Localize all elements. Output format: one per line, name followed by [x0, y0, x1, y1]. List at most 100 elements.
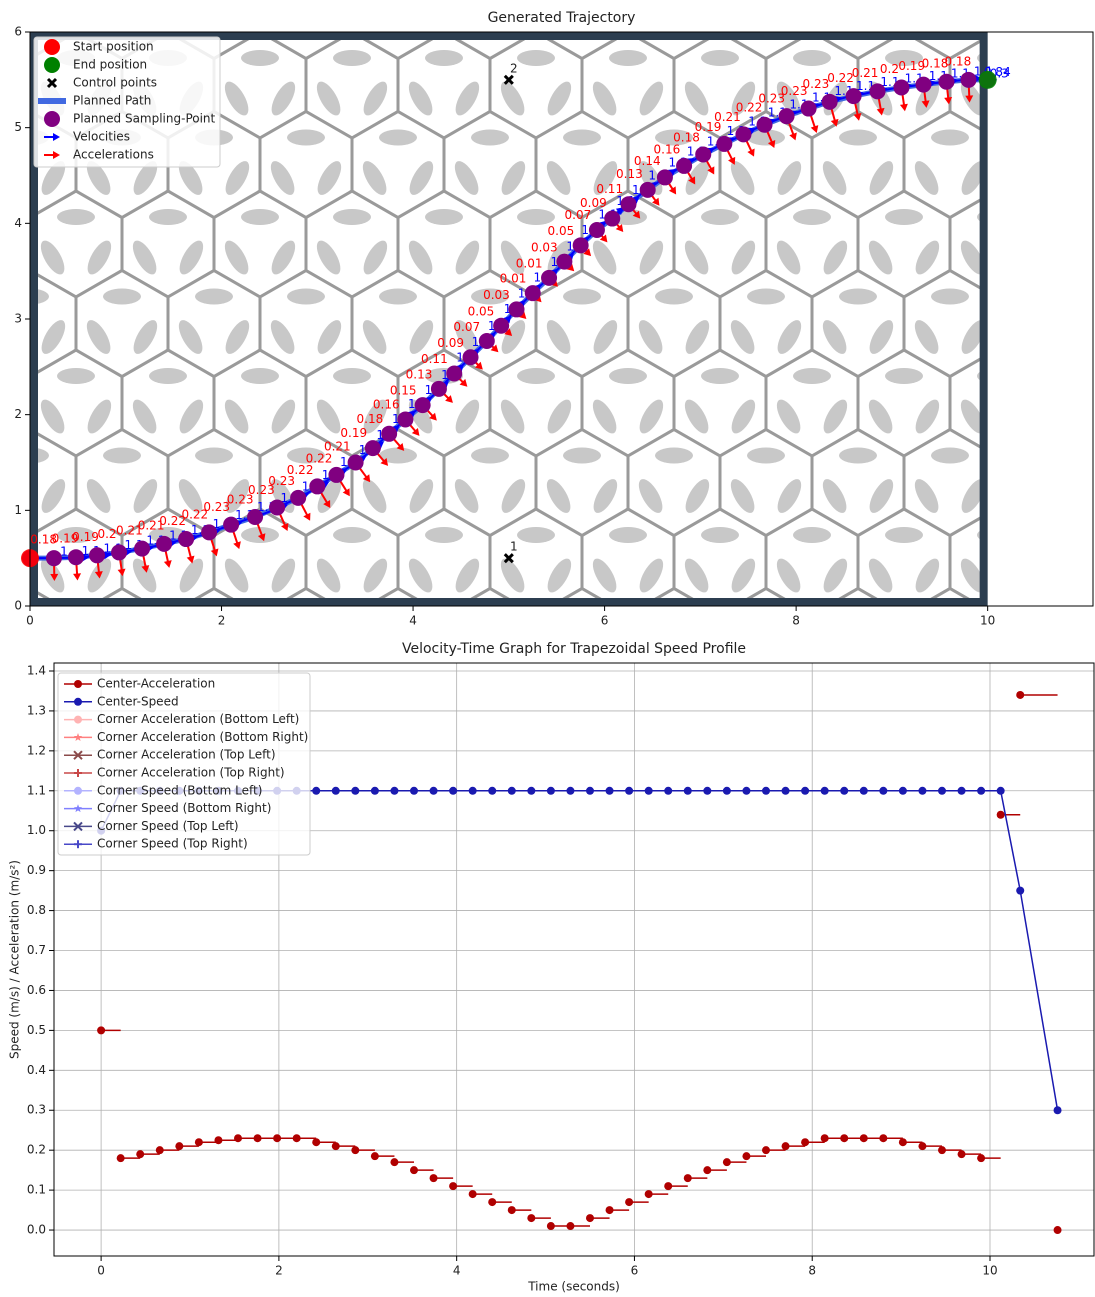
data-point-dot [175, 1142, 183, 1150]
acceleration-label: 0.09 [580, 196, 607, 210]
data-point [547, 787, 555, 795]
data-point [664, 1182, 672, 1190]
data-point [527, 787, 535, 795]
data-point-dot [430, 1174, 438, 1182]
data-point-dot [997, 811, 1005, 819]
legend-marker [74, 787, 82, 795]
sampling-point [89, 547, 105, 563]
acceleration-label: 0.05 [468, 305, 495, 319]
data-point-dot [703, 787, 711, 795]
legend-label: Corner Speed (Top Left) [97, 819, 239, 833]
data-point [156, 1146, 164, 1154]
sampling-point [493, 318, 509, 334]
data-point [958, 1150, 966, 1158]
data-point-dot [742, 1152, 750, 1160]
data-point-dot [390, 1158, 398, 1166]
data-point [860, 787, 868, 795]
sampling-point [269, 499, 285, 515]
data-point [997, 811, 1005, 819]
data-point [997, 787, 1005, 795]
sampling-point [556, 254, 572, 270]
data-point [547, 1222, 555, 1230]
data-point [312, 787, 320, 795]
data-point [723, 1158, 731, 1166]
data-point [742, 787, 750, 795]
data-point-dot [664, 1182, 672, 1190]
data-point [606, 787, 614, 795]
sampling-point [938, 74, 954, 90]
data-point-dot [840, 787, 848, 795]
legend-symbol [44, 111, 60, 127]
data-point [449, 787, 457, 795]
data-point-dot [860, 1134, 868, 1142]
sampling-point [111, 544, 127, 560]
data-point-dot [625, 1198, 633, 1206]
data-point [410, 1166, 418, 1174]
data-point [684, 787, 692, 795]
legend-symbol [44, 57, 60, 73]
sampling-point [348, 455, 364, 471]
data-point-dot [645, 1190, 653, 1198]
data-point-dot [351, 787, 359, 795]
data-point [723, 787, 731, 795]
legend-label: Corner Speed (Top Right) [97, 837, 248, 851]
data-point [801, 1138, 809, 1146]
x-axis-label: Time (seconds) [527, 1280, 620, 1294]
acceleration-label: 0.11 [596, 182, 623, 196]
x-tick-label: 4 [409, 614, 417, 628]
sampling-point [870, 83, 886, 99]
data-point-dot [606, 787, 614, 795]
data-point-dot [997, 787, 1005, 795]
data-point-dot [234, 1134, 242, 1142]
y-tick-label: 1 [14, 503, 22, 517]
data-point [175, 1142, 183, 1150]
data-point [1054, 1106, 1062, 1114]
acceleration-label: 0.15 [390, 383, 417, 397]
data-point [840, 787, 848, 795]
data-point-dot [977, 1154, 985, 1162]
end-point [979, 71, 997, 89]
data-point-dot [899, 1138, 907, 1146]
data-point [390, 1158, 398, 1166]
sampling-point [525, 285, 541, 301]
legend-marker-dot [74, 698, 82, 706]
y-tick-label: 0.2 [27, 1143, 46, 1157]
sampling-point [604, 211, 620, 227]
data-point-dot [879, 1134, 887, 1142]
sampling-point [446, 366, 462, 382]
y-tick-label: 0.6 [27, 983, 46, 997]
sampling-point [621, 196, 637, 212]
acceleration-label: 0.16 [373, 397, 400, 411]
sampling-point [328, 467, 344, 483]
legend-label: Planned Path [73, 94, 151, 108]
sampling-point [247, 509, 263, 525]
data-point [958, 787, 966, 795]
data-point [332, 1142, 340, 1150]
legend-label: Corner Speed (Bottom Right) [97, 801, 271, 815]
x-tick-label: 2 [275, 1264, 283, 1278]
data-point-dot [977, 787, 985, 795]
data-point [136, 1150, 144, 1158]
data-point [117, 1154, 125, 1162]
data-point [351, 1146, 359, 1154]
sampling-point [822, 94, 838, 110]
y-tick-label: 0.4 [27, 1063, 46, 1077]
data-point [918, 1142, 926, 1150]
legend-label: End position [73, 58, 147, 72]
sampling-point [365, 440, 381, 456]
data-point [351, 787, 359, 795]
data-point-dot [390, 787, 398, 795]
data-point-dot [351, 1146, 359, 1154]
sampling-point [735, 126, 751, 142]
data-point [332, 787, 340, 795]
legend-label: Corner Acceleration (Top Left) [97, 748, 276, 762]
data-point [860, 1134, 868, 1142]
acceleration-label: 0.01 [516, 256, 543, 270]
data-point-dot [899, 787, 907, 795]
data-point [371, 1152, 379, 1160]
sampling-point [479, 333, 495, 349]
data-point [1016, 887, 1024, 895]
data-point-dot [566, 1222, 574, 1230]
y-tick-label: 1.0 [27, 823, 46, 837]
data-point-dot [527, 1214, 535, 1222]
